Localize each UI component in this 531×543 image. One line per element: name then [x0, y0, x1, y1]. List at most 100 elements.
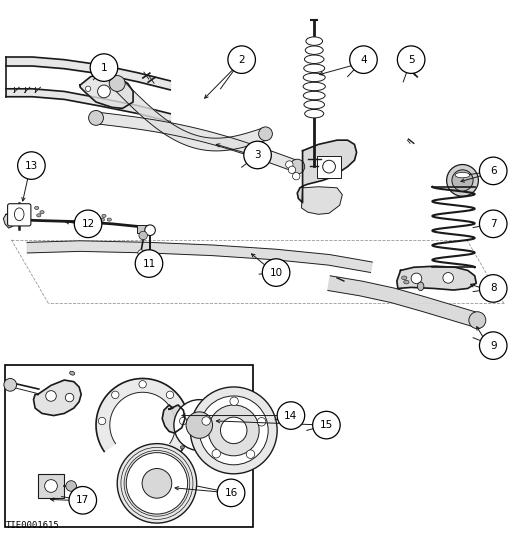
Ellipse shape	[305, 46, 323, 54]
Text: 14: 14	[284, 411, 297, 421]
FancyBboxPatch shape	[5, 365, 253, 527]
Ellipse shape	[401, 276, 407, 280]
Circle shape	[112, 78, 117, 84]
Text: 6: 6	[490, 166, 496, 176]
Ellipse shape	[455, 173, 470, 178]
Ellipse shape	[107, 218, 112, 221]
Circle shape	[244, 141, 271, 169]
Text: 1: 1	[101, 62, 107, 73]
Circle shape	[258, 418, 266, 426]
Circle shape	[69, 487, 97, 514]
Circle shape	[286, 161, 293, 168]
Circle shape	[112, 391, 119, 399]
Circle shape	[46, 390, 56, 401]
Text: 11: 11	[142, 258, 156, 269]
Circle shape	[228, 46, 255, 73]
Circle shape	[90, 54, 118, 81]
Circle shape	[479, 275, 507, 302]
Circle shape	[190, 387, 277, 474]
Circle shape	[350, 46, 377, 73]
Circle shape	[293, 173, 300, 180]
Circle shape	[179, 418, 187, 425]
Circle shape	[323, 160, 336, 173]
Circle shape	[174, 400, 225, 451]
Circle shape	[145, 225, 156, 236]
Circle shape	[208, 405, 259, 456]
Text: 2: 2	[238, 55, 245, 65]
Circle shape	[109, 75, 125, 91]
Polygon shape	[80, 74, 133, 109]
Circle shape	[217, 479, 245, 507]
Circle shape	[262, 259, 290, 286]
Ellipse shape	[303, 73, 325, 81]
Polygon shape	[162, 405, 185, 433]
Circle shape	[313, 411, 340, 439]
Polygon shape	[96, 378, 189, 451]
Ellipse shape	[304, 64, 325, 73]
Circle shape	[479, 210, 507, 238]
Text: 8: 8	[490, 283, 496, 293]
Polygon shape	[27, 241, 372, 273]
Ellipse shape	[37, 214, 41, 217]
Circle shape	[186, 412, 212, 438]
Circle shape	[18, 152, 45, 179]
Text: 4: 4	[360, 55, 367, 65]
Circle shape	[142, 469, 172, 498]
FancyBboxPatch shape	[7, 204, 31, 226]
Text: 7: 7	[490, 219, 496, 229]
Circle shape	[277, 402, 305, 430]
Circle shape	[447, 165, 478, 197]
Circle shape	[220, 417, 247, 444]
Circle shape	[469, 312, 486, 329]
Circle shape	[4, 378, 16, 391]
Ellipse shape	[180, 446, 184, 449]
Circle shape	[45, 479, 57, 493]
Polygon shape	[33, 380, 81, 415]
Text: 15: 15	[320, 420, 333, 430]
Circle shape	[479, 332, 507, 359]
Circle shape	[166, 391, 174, 399]
Polygon shape	[397, 266, 476, 290]
Text: 17: 17	[76, 495, 89, 506]
Circle shape	[397, 46, 425, 73]
Circle shape	[126, 453, 187, 514]
Ellipse shape	[303, 91, 325, 100]
Text: TIE0001615: TIE0001615	[6, 521, 60, 530]
Circle shape	[85, 86, 91, 91]
Ellipse shape	[102, 214, 106, 218]
Circle shape	[117, 444, 196, 523]
Polygon shape	[297, 140, 357, 203]
Circle shape	[199, 396, 268, 465]
Circle shape	[186, 412, 212, 438]
Ellipse shape	[304, 100, 324, 109]
Ellipse shape	[417, 282, 424, 291]
Circle shape	[138, 250, 144, 256]
Circle shape	[179, 405, 219, 445]
Text: 5: 5	[408, 55, 415, 65]
Circle shape	[89, 110, 104, 125]
Ellipse shape	[35, 206, 39, 210]
Circle shape	[452, 170, 473, 191]
Circle shape	[65, 393, 74, 402]
Circle shape	[290, 159, 305, 174]
Circle shape	[479, 157, 507, 185]
Circle shape	[74, 210, 102, 238]
Circle shape	[98, 85, 110, 98]
Bar	[318, 155, 341, 178]
Circle shape	[145, 263, 156, 274]
Circle shape	[135, 250, 163, 277]
Text: 9: 9	[490, 340, 496, 351]
Ellipse shape	[304, 55, 324, 64]
Polygon shape	[302, 187, 342, 214]
Bar	[138, 225, 149, 233]
Text: 13: 13	[25, 161, 38, 171]
Polygon shape	[96, 112, 299, 172]
Ellipse shape	[40, 211, 44, 214]
Circle shape	[212, 450, 220, 458]
Circle shape	[202, 417, 210, 425]
Circle shape	[259, 127, 272, 141]
Text: 10: 10	[270, 268, 282, 277]
Circle shape	[230, 397, 238, 406]
Text: 3: 3	[254, 150, 261, 160]
Ellipse shape	[70, 371, 75, 375]
